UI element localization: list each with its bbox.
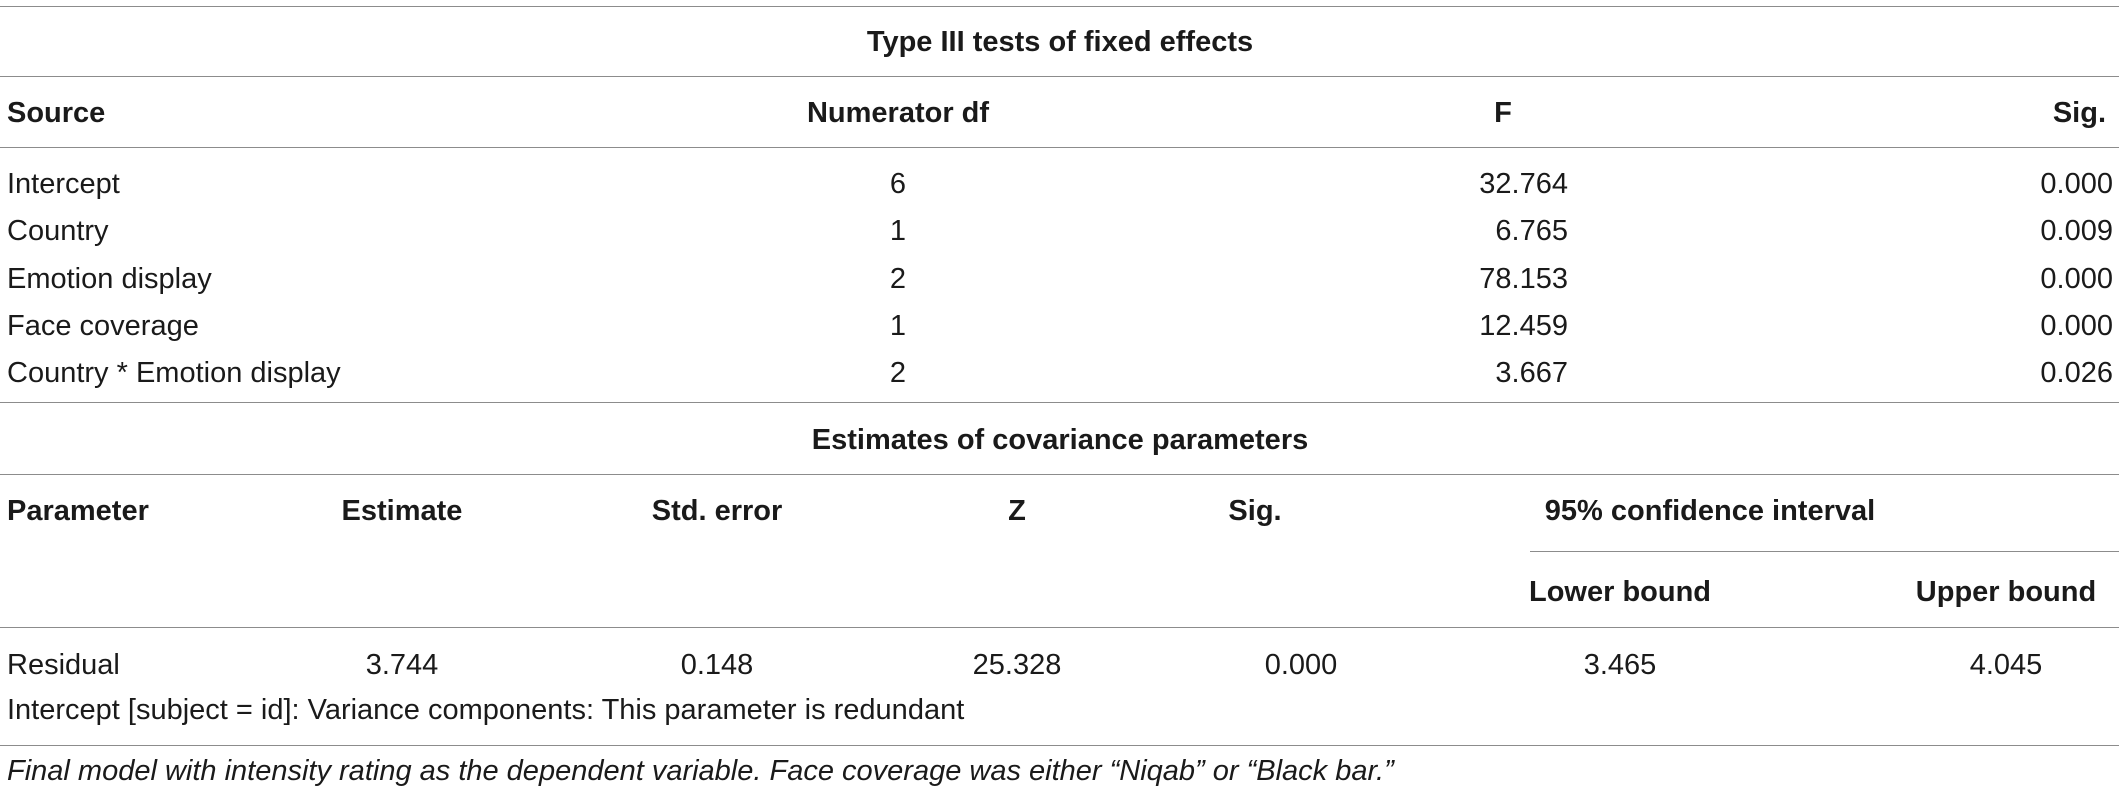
rule-top <box>0 6 2119 7</box>
row-sig: 0.000 <box>1264 649 1338 681</box>
fixed-effects-title: Type III tests of fixed effects <box>866 26 1254 58</box>
rule-ci-span <box>1530 551 2119 552</box>
row-df: 1 <box>889 310 907 342</box>
row-f: 32.764 <box>1479 168 1568 200</box>
row-source: Country * Emotion display <box>7 357 341 389</box>
row-source: Country <box>7 215 109 247</box>
header-lower-bound: Lower bound <box>1528 576 1712 608</box>
row-df: 1 <box>889 215 907 247</box>
row-source: Face coverage <box>7 310 199 342</box>
header-f: F <box>1494 97 1512 129</box>
row-f: 6.765 <box>1495 215 1568 247</box>
row-df: 2 <box>889 263 907 295</box>
rule-under-fixed-rows <box>0 402 2119 403</box>
rule-under-cov-title <box>0 474 2119 475</box>
row-sig: 0.000 <box>2040 168 2113 200</box>
row-estimate: 3.744 <box>365 649 439 681</box>
covariance-title: Estimates of covariance parameters <box>811 424 1309 456</box>
row-sig: 0.000 <box>2040 310 2113 342</box>
row-std-error: 0.148 <box>680 649 754 681</box>
row-f: 12.459 <box>1479 310 1568 342</box>
header-confidence-interval: 95% confidence interval <box>1544 495 1876 527</box>
header-estimate: Estimate <box>341 495 463 527</box>
row-z: 25.328 <box>972 649 1062 681</box>
rule-above-caption <box>0 745 2119 746</box>
row-parameter: Residual <box>7 649 120 681</box>
header-numerator-df: Numerator df <box>806 97 990 129</box>
header-source: Source <box>7 97 106 129</box>
rule-under-title <box>0 76 2119 77</box>
row-upper-bound: 4.045 <box>1969 649 2043 681</box>
header-upper-bound: Upper bound <box>1915 576 2097 608</box>
header-std-error: Std. error <box>651 495 783 527</box>
header-parameter: Parameter <box>7 495 149 527</box>
rule-under-header <box>0 147 2119 148</box>
row-df: 2 <box>889 357 907 389</box>
header-sig-cov: Sig. <box>1228 495 1282 527</box>
row-lower-bound: 3.465 <box>1583 649 1657 681</box>
header-z: Z <box>1008 495 1026 527</box>
row-f: 78.153 <box>1479 263 1568 295</box>
table-caption: Final model with intensity rating as the… <box>7 755 1394 787</box>
rule-under-cov-header <box>0 627 2119 628</box>
row-source: Intercept <box>7 168 120 200</box>
row-f: 3.667 <box>1495 357 1568 389</box>
row-sig: 0.009 <box>2040 215 2113 247</box>
row-sig: 0.000 <box>2040 263 2113 295</box>
header-sig: Sig. <box>2052 97 2106 129</box>
row-source: Emotion display <box>7 263 212 295</box>
row-df: 6 <box>889 168 907 200</box>
row-sig: 0.026 <box>2040 357 2113 389</box>
table-note: Intercept [subject = id]: Variance compo… <box>7 694 965 726</box>
